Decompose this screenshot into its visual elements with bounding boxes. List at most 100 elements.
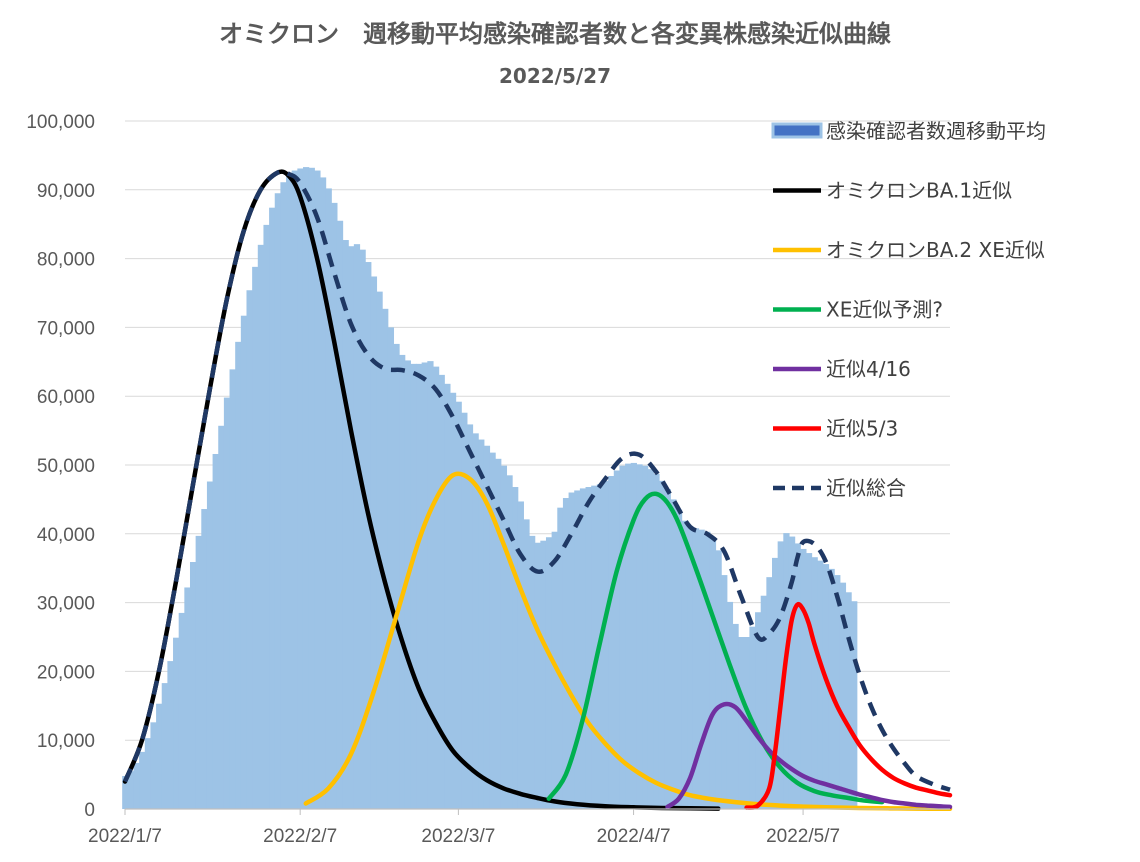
bar [811, 557, 818, 809]
bar [506, 475, 513, 809]
bar [523, 519, 530, 809]
bar [557, 507, 564, 809]
bar [495, 458, 502, 809]
bar [766, 577, 773, 809]
bar [788, 536, 796, 809]
chart-title: オミクロン 週移動平均感染確認者数と各変異株感染近似曲線 [219, 20, 891, 48]
line-series [122, 169, 953, 812]
bar [427, 361, 434, 809]
bar [500, 465, 508, 809]
x-tick-label: 2022/4/7 [597, 826, 671, 847]
bar [529, 535, 536, 809]
bar [489, 452, 496, 809]
bar [540, 540, 547, 809]
bar [302, 167, 310, 809]
bar [144, 738, 152, 809]
bar [817, 560, 824, 809]
y-tick-label: 80,000 [37, 250, 95, 271]
bar [738, 637, 745, 809]
axes: 0 10,000 20,000 30,000 40,000 50,000 60,000 70,… [26, 112, 950, 847]
bar [562, 498, 570, 809]
y-tick-label: 60,000 [37, 387, 95, 408]
bar [382, 308, 389, 809]
bar [438, 374, 445, 809]
series-line [546, 491, 885, 805]
bar [274, 193, 281, 810]
bar-series [122, 167, 858, 810]
bar [681, 520, 688, 809]
bar [139, 751, 146, 809]
bar [608, 476, 615, 809]
legend-label: 近似総合 [826, 476, 906, 500]
bar [359, 249, 366, 809]
legend-label: XE近似予測? [826, 298, 943, 322]
y-tick-label: 50,000 [37, 456, 95, 477]
bar [331, 202, 338, 809]
series-line [303, 471, 953, 812]
bar [512, 487, 519, 809]
bar [647, 469, 654, 809]
bar [252, 266, 259, 810]
bar [585, 487, 592, 809]
bar [670, 499, 677, 809]
bar [834, 575, 841, 809]
bar [325, 188, 332, 809]
y-tick-label: 90,000 [37, 181, 95, 202]
bar [591, 485, 598, 809]
bar [410, 363, 417, 809]
bar [613, 470, 621, 809]
series-line [744, 602, 953, 810]
bar [704, 531, 711, 809]
bar [353, 244, 361, 810]
bar [675, 509, 683, 809]
bar [534, 542, 541, 809]
bar [376, 291, 383, 809]
bar [257, 244, 265, 810]
bar [715, 550, 722, 809]
legend-label: 近似4/16 [826, 357, 911, 381]
bar [167, 661, 174, 809]
bar [263, 224, 270, 809]
x-tick-label: 2022/1/7 [88, 826, 162, 847]
bar [156, 703, 163, 809]
x-tick-label: 2022/2/7 [263, 826, 337, 847]
bar [658, 480, 666, 809]
bar [461, 412, 468, 809]
bar [777, 541, 784, 809]
bar [630, 462, 637, 809]
series-line [665, 701, 953, 810]
bar [336, 220, 344, 809]
y-tick-label: 40,000 [37, 525, 95, 546]
bar [173, 637, 180, 809]
chart-subtitle: 2022/5/27 [499, 64, 611, 88]
bar [223, 397, 231, 809]
legend-label: オミクロンBA.2 XE近似 [826, 238, 1045, 262]
y-tick-label: 70,000 [37, 318, 95, 339]
bar [235, 341, 242, 809]
bar [201, 509, 208, 809]
bar [421, 362, 428, 809]
bar [297, 168, 304, 810]
bar [365, 262, 372, 809]
bar [404, 360, 411, 809]
bar [269, 207, 276, 810]
bar [800, 548, 807, 809]
y-tick-label: 10,000 [37, 731, 95, 752]
bar [416, 363, 423, 809]
legend-swatch [771, 122, 823, 139]
bar [393, 343, 400, 809]
bar [772, 557, 779, 809]
bar [472, 433, 479, 809]
bar [568, 492, 575, 809]
bar [545, 537, 553, 809]
bar [195, 535, 202, 809]
bar [449, 392, 457, 809]
bar [602, 480, 609, 809]
y-tick-label: 100,000 [26, 112, 95, 133]
bar [444, 383, 451, 809]
bar [692, 528, 700, 809]
x-tick-label: 2022/3/7 [421, 826, 495, 847]
bar [517, 501, 524, 809]
